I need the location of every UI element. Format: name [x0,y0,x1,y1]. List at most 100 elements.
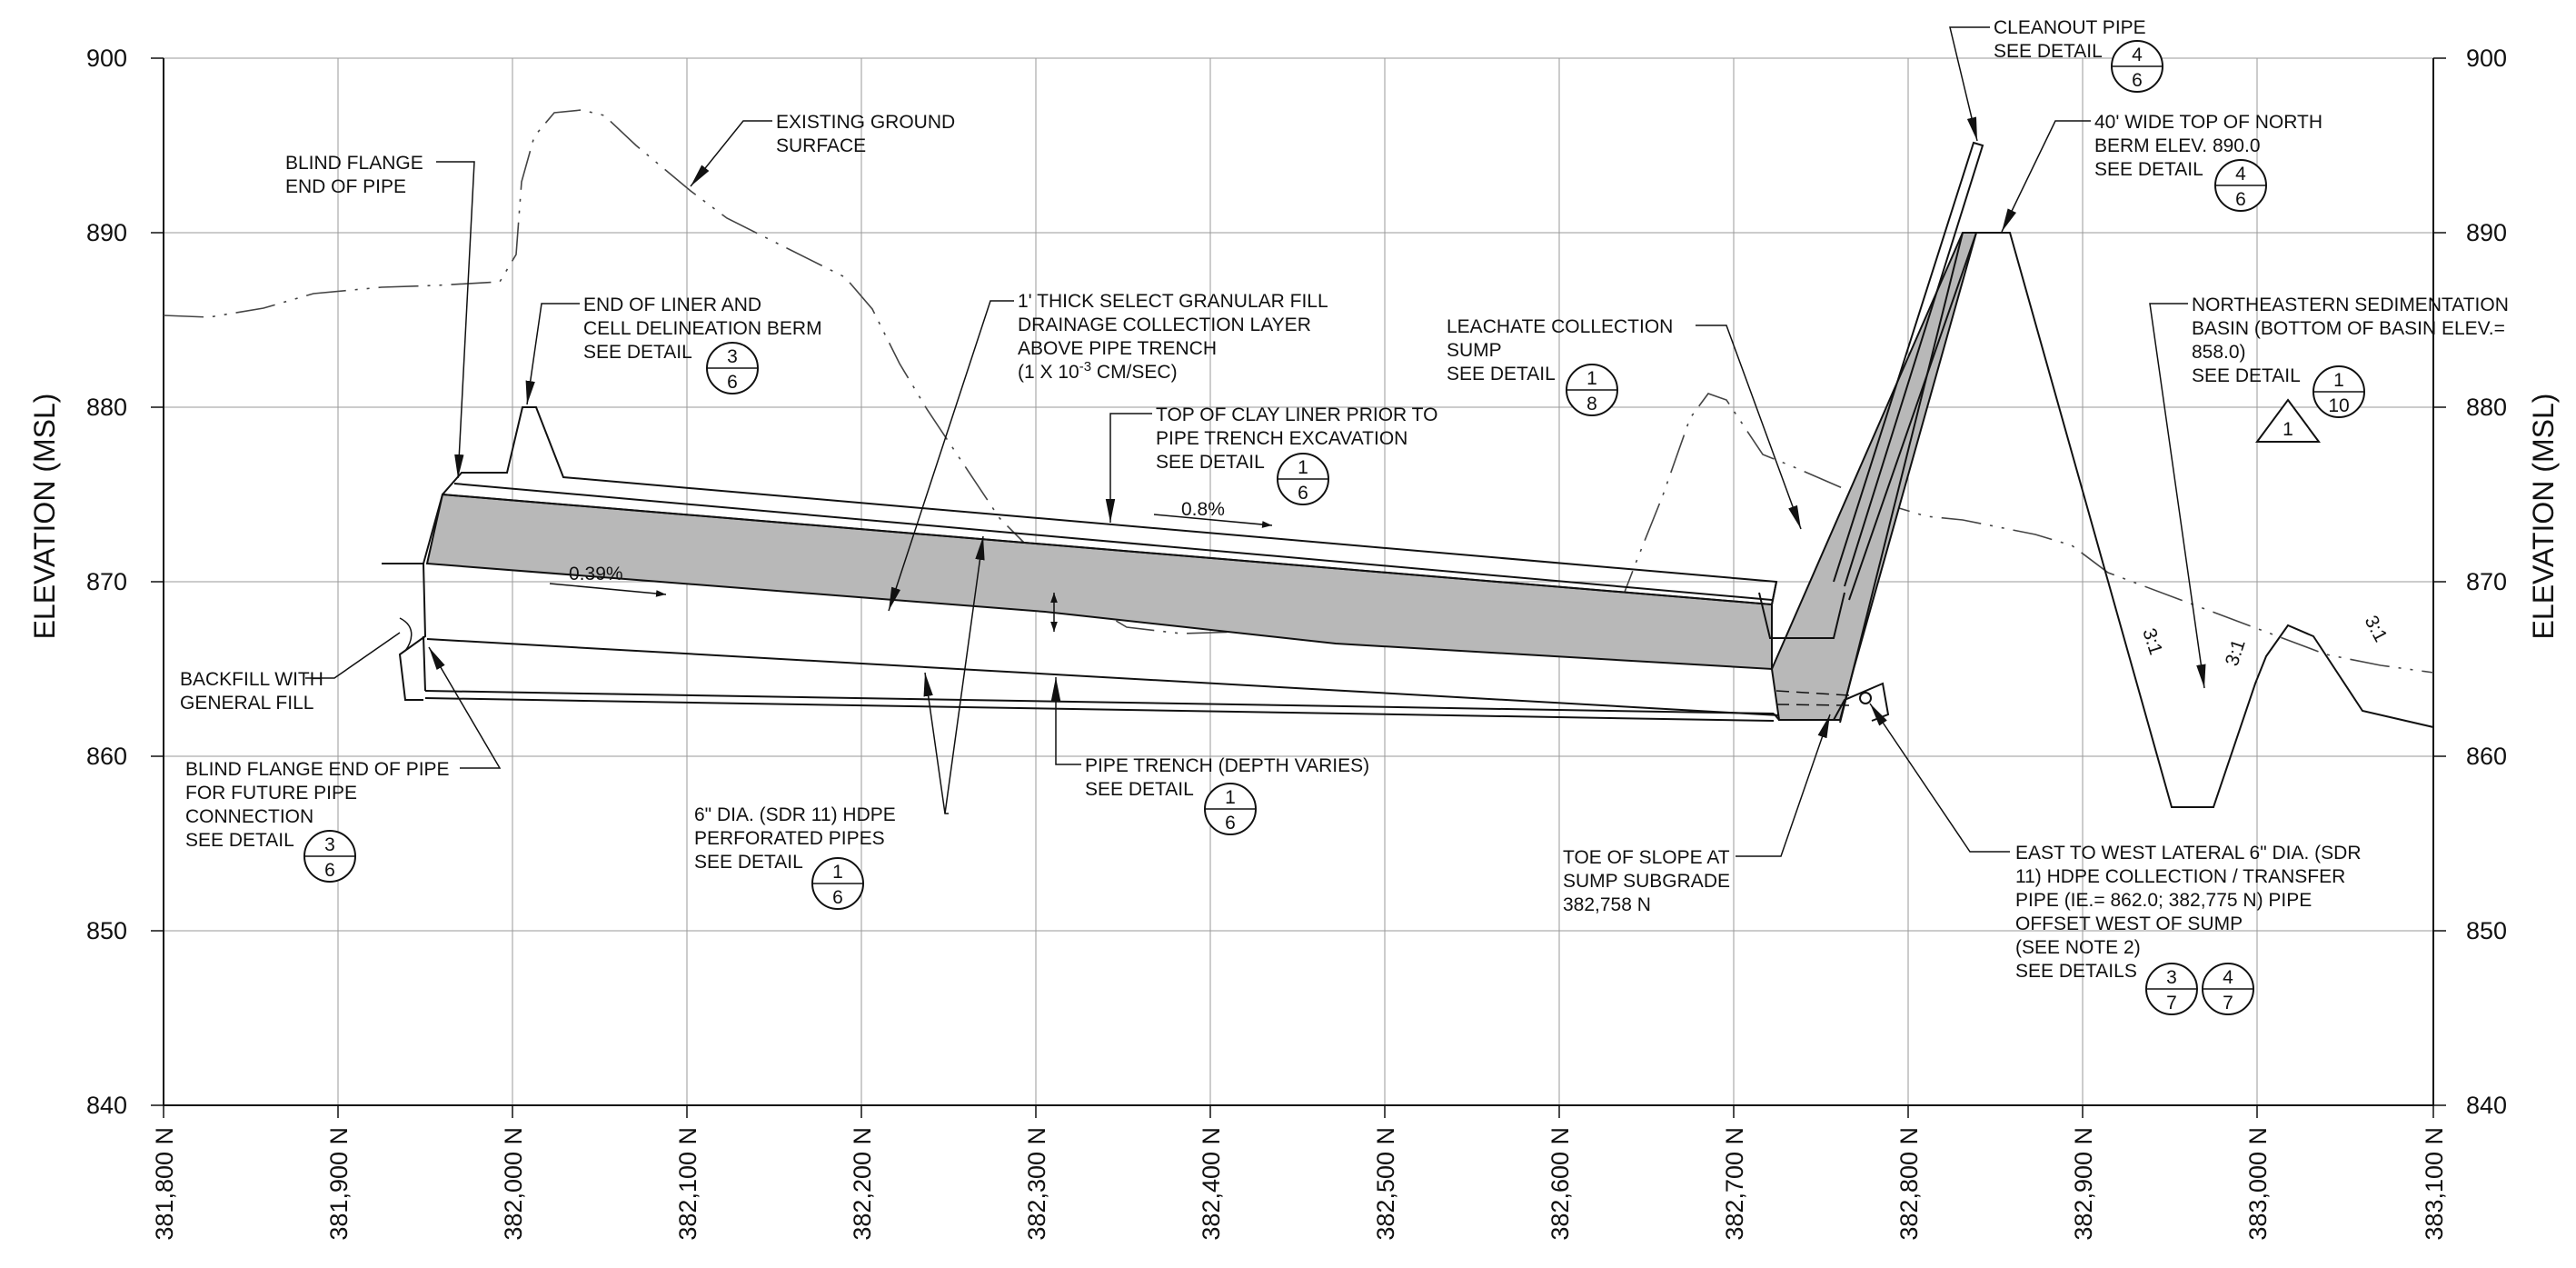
callout-line: OFFSET WEST OF SUMP [2015,914,2243,934]
y-axis-title-right: ELEVATION (MSL) [2527,394,2560,640]
pipe-slope-arrow [549,583,667,597]
callout-line: (SEE NOTE 2) [2015,937,2141,958]
y-tick-labels-left: 840 850 860 870 880 890 900 [86,45,127,1119]
callout-line: EAST TO WEST LATERAL 6" DIA. (SDR [2015,843,2362,864]
callout-line: SEE DETAIL [583,342,692,363]
callout-line: SEE DETAIL [185,830,294,851]
callout-line: LEACHATE COLLECTION [1447,316,1673,337]
x-tick-label: 382,300 N [1023,1127,1050,1241]
callout-line: 382,758 N [1563,894,1651,915]
x-tick-label: 382,500 N [1372,1127,1399,1241]
liner-lines [423,232,2434,808]
callout-line: 40' WIDE TOP OF NORTH [2094,112,2322,133]
callout-blind-flange-end: BLIND FLANGE END OF PIPE [285,153,475,479]
detail-number: 3 [2166,967,2177,988]
detail-bubble: 4 6 [2111,40,2163,93]
revision-triangle: 1 [2255,398,2321,443]
callout-pipe-trench: PIPE TRENCH (DEPTH VARIES) SEE DETAIL 1 … [1050,593,1369,835]
y-tick-label: 840 [2466,1092,2507,1119]
detail-number: 1 [832,862,843,883]
callout-sedimentation-basin: NORTHEASTERN SEDIMENTATION BASIN (BOTTOM… [2149,295,2509,689]
y-tick-label: 860 [2466,743,2507,770]
y-tick-label: 880 [2466,394,2507,421]
callout-line: 11) HDPE COLLECTION / TRANSFER [2015,866,2345,887]
callout-line: SEE DETAIL [1085,779,1194,800]
perm-suffix: CM/SEC) [1091,362,1178,383]
detail-sheet: 6 [324,860,335,881]
detail-bubble: 3 6 [303,830,356,883]
callout-line: END OF PIPE [285,176,406,197]
y-tick-label: 840 [86,1092,127,1119]
callout-line: DRAINAGE COLLECTION LAYER [1018,315,1311,335]
callout-line: 6" DIA. (SDR 11) HDPE [694,804,896,825]
callout-north-berm: 40' WIDE TOP OF NORTH BERM ELEV. 890.0 S… [2001,112,2322,233]
callout-backfill: BACKFILL WITH GENERAL FILL [180,632,401,714]
callout-line: END OF LINER AND [583,295,761,315]
callout-line: PIPE TRENCH EXCAVATION [1156,428,1407,449]
y-tick-label: 900 [2466,45,2507,72]
y-tick-label: 900 [86,45,127,72]
callout-line: PIPE (IE.= 862.0; 382,775 N) PIPE [2015,890,2312,911]
x-tick-label: 381,900 N [325,1127,353,1241]
detail-sheet: 8 [1586,394,1597,414]
side-slope-label-c: 3:1 [2361,613,2392,646]
pipe-slope-label: 0.39% [569,564,623,584]
y-axis-title-left: ELEVATION (MSL) [28,394,61,640]
callout-line: 1' THICK SELECT GRANULAR FILL [1018,291,1328,312]
callout-line: BERM ELEV. 890.0 [2094,135,2261,156]
x-tick-label: 382,900 N [2070,1127,2097,1241]
y-tick-label: 850 [86,917,127,944]
detail-number: 1 [1298,457,1308,478]
x-tick-label: 382,100 N [674,1127,701,1241]
detail-bubble: 1 6 [1204,783,1257,835]
detail-number: 4 [2235,164,2246,185]
callout-line: SUMP SUBGRADE [1563,871,1730,892]
perm-exponent: -3 [1079,359,1091,374]
x-tick-labels: 381,800 N 381,900 N 382,000 N 382,100 N … [151,1127,2448,1241]
callout-toe-of-slope: TOE OF SLOPE AT SUMP SUBGRADE 382,758 N [1563,714,1831,915]
callout-line: CONNECTION [185,806,313,827]
detail-bubble: 4 6 [2214,159,2267,212]
detail-bubble: 3 7 [2145,963,2198,1015]
y-tick-label: 860 [86,743,127,770]
cleanout-pipe [1833,141,1984,587]
callout-blind-flange-future: BLIND FLANGE END OF PIPE FOR FUTURE PIPE… [185,646,502,883]
x-tick-label: 382,700 N [1721,1127,1748,1241]
callout-line: CLEANOUT PIPE [1994,17,2146,38]
perm-prefix: (1 X 10 [1018,362,1079,383]
detail-sheet: 6 [2235,189,2246,210]
callout-line: TOP OF CLAY LINER PRIOR TO [1156,404,1437,425]
callout-existing-ground: EXISTING GROUND SURFACE [690,112,955,187]
detail-sheet: 6 [832,887,843,908]
side-slope-label-a: 3:1 [2138,625,2166,657]
y-tick-label: 870 [2466,568,2507,595]
detail-sheet: 6 [2132,70,2143,91]
detail-bubble: 1 8 [1566,364,1618,416]
callout-cleanout-pipe: CLEANOUT PIPE SEE DETAIL 4 6 [1949,17,2163,142]
x-tick-label: 382,000 N [500,1127,527,1241]
callout-line: TOE OF SLOPE AT [1563,847,1730,868]
x-tick-label: 382,200 N [849,1127,876,1241]
detail-sheet: 6 [1225,813,1236,834]
liner-slope-label: 0.8% [1181,499,1225,520]
y-tick-label: 890 [2466,219,2507,246]
callout-line: BLIND FLANGE END OF PIPE [185,759,450,780]
detail-number: 4 [2132,45,2143,65]
callout-lateral-pipe: EAST TO WEST LATERAL 6" DIA. (SDR 11) HD… [1869,703,2362,1015]
detail-number: 1 [2333,370,2344,391]
callout-line: SEE DETAIL [1447,364,1556,384]
y-tick-labels-right: 840 850 860 870 880 890 900 [2466,45,2507,1119]
liner-slope-arrow [1153,514,1273,528]
callout-line: PERFORATED PIPES [694,828,885,849]
detail-sheet: 7 [2166,993,2177,1013]
x-tick-label: 382,400 N [1198,1127,1225,1241]
callout-line: GENERAL FILL [180,693,313,714]
callout-line: BLIND FLANGE [285,153,423,174]
callout-line: (1 X 10-3 CM/SEC) [1018,359,1178,383]
detail-number: 4 [2223,967,2233,988]
callout-top-of-clay: TOP OF CLAY LINER PRIOR TO PIPE TRENCH E… [1105,404,1437,523]
side-slope-label-b: 3:1 [2222,637,2250,669]
x-tick-label: 382,800 N [1895,1127,1923,1241]
callout-line: SEE DETAIL [2192,365,2301,386]
